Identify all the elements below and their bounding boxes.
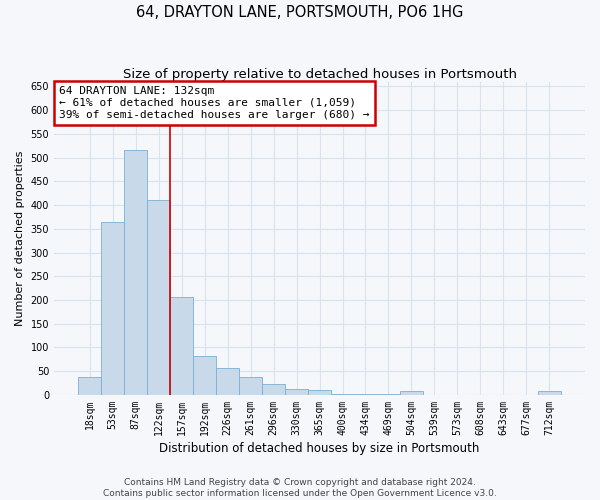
Bar	[285, 389, 308, 395]
Text: 64, DRAYTON LANE, PORTSMOUTH, PO6 1HG: 64, DRAYTON LANE, PORTSMOUTH, PO6 1HG	[136, 5, 464, 20]
Bar	[170, 296, 193, 395]
Bar	[354, 394, 377, 395]
Bar	[400, 391, 423, 395]
Bar	[101, 222, 124, 395]
Bar	[538, 391, 561, 395]
Y-axis label: Number of detached properties: Number of detached properties	[15, 150, 25, 326]
Bar	[262, 384, 285, 395]
X-axis label: Distribution of detached houses by size in Portsmouth: Distribution of detached houses by size …	[160, 442, 480, 455]
Bar	[216, 368, 239, 395]
Bar	[124, 150, 147, 395]
Bar	[308, 390, 331, 395]
Bar	[147, 200, 170, 395]
Text: Contains HM Land Registry data © Crown copyright and database right 2024.
Contai: Contains HM Land Registry data © Crown c…	[103, 478, 497, 498]
Text: 64 DRAYTON LANE: 132sqm
← 61% of detached houses are smaller (1,059)
39% of semi: 64 DRAYTON LANE: 132sqm ← 61% of detache…	[59, 86, 370, 120]
Bar	[377, 394, 400, 395]
Bar	[78, 378, 101, 395]
Bar	[239, 378, 262, 395]
Title: Size of property relative to detached houses in Portsmouth: Size of property relative to detached ho…	[122, 68, 517, 80]
Bar	[331, 394, 354, 395]
Bar	[193, 356, 216, 395]
